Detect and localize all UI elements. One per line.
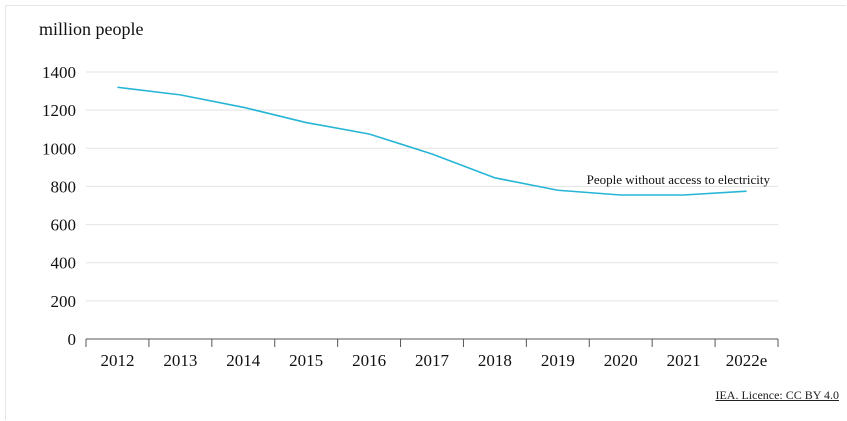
y-tick-label: 1000 — [42, 139, 76, 158]
gridlines — [86, 71, 778, 302]
x-tick-label: 2021 — [667, 351, 701, 370]
y-tick-label: 1400 — [42, 63, 76, 82]
y-tick-label: 1200 — [42, 101, 76, 120]
x-tick-label: 2015 — [289, 351, 323, 370]
y-tick-label: 200 — [51, 292, 77, 311]
series-label: People without access to electricity — [587, 172, 771, 187]
x-tick-label: 2020 — [604, 351, 638, 370]
y-tick-label: 0 — [68, 330, 77, 349]
x-tick-label: 2019 — [541, 351, 575, 370]
series-group — [117, 86, 747, 196]
source-link[interactable]: IEA. Licence: CC BY 4.0 — [715, 388, 839, 402]
x-tick-labels: 2012 2013 2014 2015 2016 2017 2018 2019 2020 2021… — [100, 351, 767, 370]
y-tick-label: 400 — [51, 254, 77, 273]
x-tick-label: 2014 — [226, 351, 261, 370]
x-tick-label: 2018 — [478, 351, 512, 370]
x-tick-label: 2022e — [726, 351, 768, 370]
y-tick-labels: 0 200 400 600 800 1000 1200 1400 — [42, 63, 76, 349]
x-tick-label: 2017 — [415, 351, 450, 370]
x-tick-label: 2016 — [352, 351, 386, 370]
y-axis-label: million people — [39, 19, 143, 39]
x-tick-label: 2012 — [100, 351, 134, 370]
x-axis — [85, 338, 779, 347]
y-tick-label: 600 — [51, 216, 77, 235]
x-tick-label: 2013 — [163, 351, 197, 370]
y-tick-label: 800 — [51, 177, 77, 196]
chart-frame — [5, 5, 846, 420]
